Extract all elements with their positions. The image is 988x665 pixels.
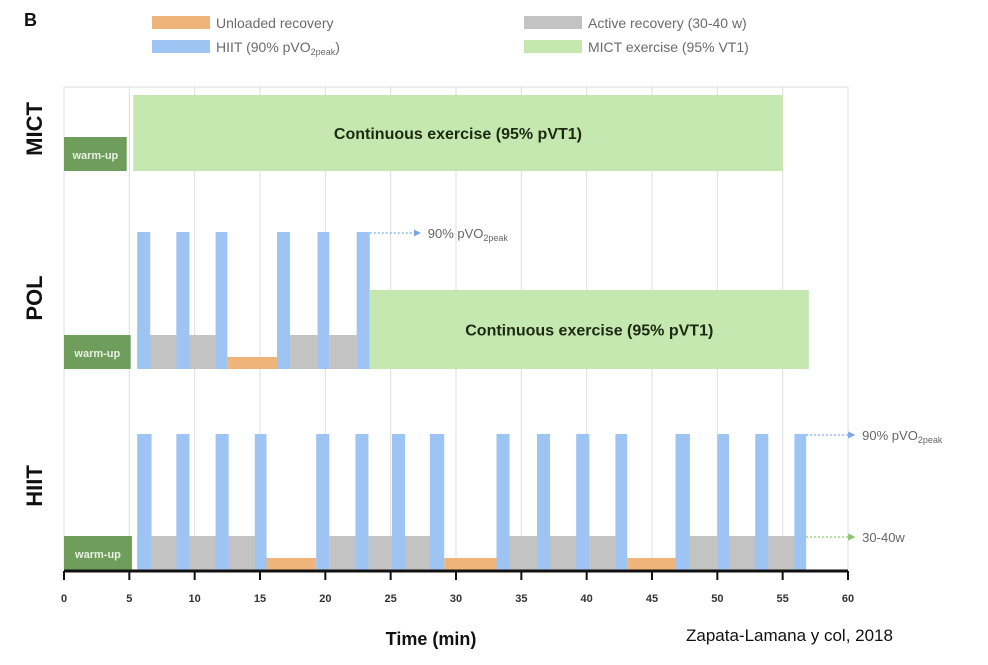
hiit-block: [675, 434, 690, 570]
legend-swatch-unloaded: [152, 16, 210, 29]
x-tick-label-5: 5: [126, 593, 132, 605]
row-hiit: HIIT warm-up 90% pVO2peak 30-40w: [22, 428, 943, 570]
legend-label-active: Active recovery (30-40 w): [588, 15, 747, 31]
hiit-block: [391, 434, 406, 570]
row-pol: POL warm-up Continuous exercise (95% pVT1)…: [22, 226, 809, 369]
unloaded-block: [627, 558, 676, 570]
x-tick-label-30: 30: [450, 593, 462, 605]
x-tick-label-25: 25: [385, 593, 397, 605]
active-block: [148, 335, 178, 369]
legend-label-mict: MICT exercise (95% VT1): [588, 39, 749, 55]
unloaded-block: [444, 558, 497, 570]
legend-label-unloaded: Unloaded recovery: [216, 15, 334, 31]
hiit-block: [276, 232, 291, 369]
hiit-block: [176, 434, 190, 570]
warmup-label: warm-up: [74, 549, 121, 561]
active-block: [189, 335, 216, 369]
hiit-block: [429, 434, 445, 570]
warmup-block: [64, 137, 127, 171]
row-label-hiit: HIIT: [22, 465, 47, 507]
hiit-block: [254, 434, 267, 570]
hiit-block: [215, 232, 228, 369]
active-block: [290, 335, 318, 369]
hiit-block: [356, 232, 370, 369]
warmup-label: warm-up: [71, 150, 118, 162]
mict-block: [133, 95, 783, 171]
unloaded-block: [266, 558, 317, 570]
hiit-block: [137, 434, 152, 570]
hiit-block: [137, 232, 151, 369]
legend: Unloaded recovery Active recovery (30-40 …: [152, 15, 749, 57]
active-block: [329, 536, 442, 570]
hiit-block: [537, 434, 551, 570]
protocol-rows: MICT warm-up Continuous exercise (95% pVT1…: [22, 95, 943, 570]
active-block: [151, 536, 267, 570]
x-tick-label-20: 20: [319, 593, 331, 605]
legend-label-hiit: HIIT (90% pVO2peak): [216, 39, 340, 57]
x-tick-label-40: 40: [581, 593, 593, 605]
x-tick-label-55: 55: [777, 593, 789, 605]
active-block: [689, 536, 795, 570]
warmup-block: [64, 536, 132, 570]
x-tick-label-15: 15: [254, 593, 266, 605]
x-axis: 0 5 10 15 20 25 30 35 40 45 50 55 60: [61, 569, 854, 605]
warmup-label: warm-up: [73, 348, 120, 360]
source-credit: Zapata-Lamana y col, 2018: [686, 626, 893, 645]
warmup-block: [64, 335, 131, 369]
unloaded-block: [227, 357, 277, 369]
annotation-label: 90% pVO2peak: [862, 428, 943, 445]
continuous-exercise-label: Continuous exercise (95% pVT1): [465, 323, 713, 340]
hiit-block: [576, 434, 590, 570]
hiit-block: [717, 434, 730, 570]
x-tick-label-0: 0: [61, 593, 67, 605]
active-block: [509, 536, 616, 570]
hiit-block: [316, 434, 330, 570]
hiit-block: [317, 232, 330, 369]
hiit-block: [355, 434, 369, 570]
x-tick-label-60: 60: [842, 593, 854, 605]
row-label-mict: MICT: [22, 102, 47, 156]
panel-letter: B: [24, 10, 37, 30]
hiit-block: [215, 434, 229, 570]
row-mict: MICT warm-up Continuous exercise (95% pVT1…: [22, 95, 783, 171]
legend-swatch-mict: [524, 40, 582, 53]
x-axis-label: Time (min): [386, 629, 477, 649]
x-tick-label-10: 10: [189, 593, 201, 605]
x-tick-label-35: 35: [515, 593, 527, 605]
hiit-block: [615, 434, 628, 570]
continuous-exercise-label: Continuous exercise (95% pVT1): [334, 126, 582, 143]
hiit-block: [794, 434, 807, 570]
x-tick-label-45: 45: [646, 593, 658, 605]
legend-swatch-hiit: [152, 40, 210, 53]
annotation-label: 90% pVO2peak: [428, 226, 509, 243]
hiit-block: [176, 232, 190, 369]
hiit-block: [496, 434, 510, 570]
mict-block: [369, 290, 809, 369]
annotation-label: 30-40w: [862, 530, 905, 545]
hiit-block: [755, 434, 769, 570]
row-label-pol: POL: [22, 275, 47, 320]
x-tick-label-50: 50: [711, 593, 723, 605]
active-block: [329, 335, 357, 369]
legend-swatch-active: [524, 16, 582, 29]
